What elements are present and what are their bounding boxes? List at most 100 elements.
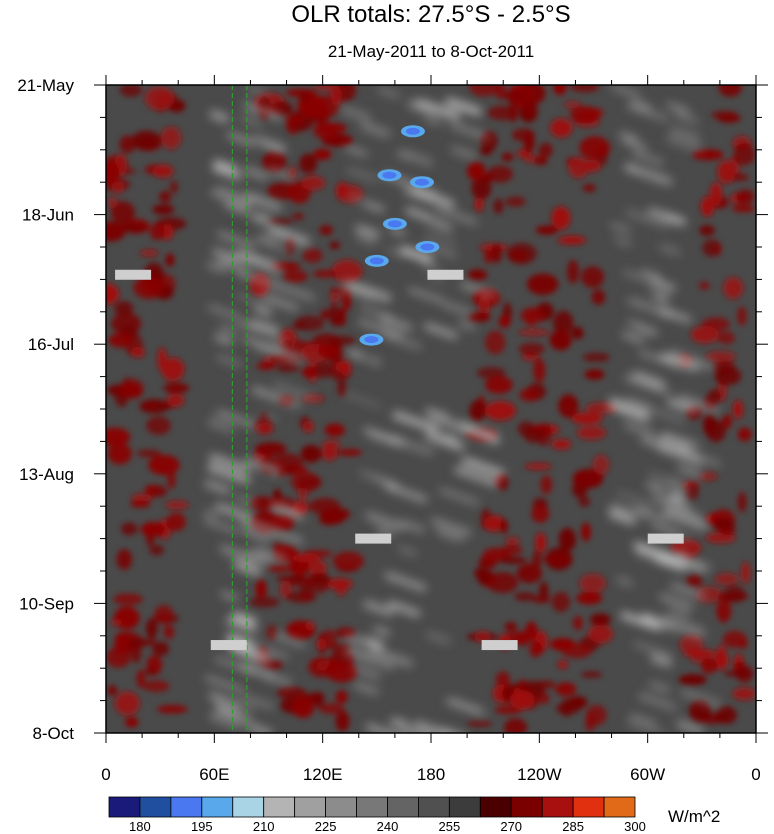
colorbar-box [479, 796, 512, 818]
convective-streak [236, 320, 270, 335]
warm-patch [268, 218, 294, 225]
warm-patch [556, 237, 586, 244]
convective-streak [344, 647, 377, 663]
warm-patch [739, 638, 748, 650]
marker-bars [115, 269, 684, 651]
convective-streak [425, 216, 446, 228]
convective-streak [273, 382, 316, 400]
warm-patch [141, 401, 163, 408]
warm-patch [502, 89, 528, 103]
warm-patch [154, 604, 174, 625]
warm-patch [120, 224, 147, 232]
warm-patch [558, 527, 576, 552]
convective-streak [345, 280, 392, 302]
warm-patch [701, 658, 718, 674]
cold-spot-inner [364, 336, 379, 344]
y-tick-label: 18-Jun [22, 206, 74, 225]
x-tick-label: 60W [630, 765, 665, 784]
warm-patch [163, 624, 175, 640]
chart-subtitle: 21-May-2011 to 8-Oct-2011 [328, 42, 534, 61]
convective-streak [365, 512, 405, 531]
convective-streak [680, 689, 722, 708]
marker-bar [115, 269, 152, 280]
convective-streak [253, 135, 281, 150]
convective-streak [272, 282, 315, 301]
convective-streak [633, 642, 672, 658]
convective-streak [428, 416, 462, 431]
warm-patch [551, 206, 571, 230]
warm-patch [330, 86, 342, 106]
warm-patch [731, 204, 755, 213]
y-axis: 21-May 18-Jun 16-Jul 13-Aug 10-Sep 8-Oct [17, 76, 768, 743]
warm-patch [262, 151, 287, 173]
warm-patch [313, 691, 324, 708]
convective-streak [375, 659, 395, 670]
convective-streak [376, 527, 394, 537]
warm-patch [525, 621, 538, 641]
convective-streak [210, 190, 251, 208]
warm-patch [159, 191, 172, 203]
convective-streak [622, 375, 655, 390]
warm-patch [110, 201, 135, 224]
warm-patch [514, 592, 536, 601]
colorbar-label: 270 [500, 819, 522, 834]
warm-patch [535, 225, 558, 235]
convective-streak [358, 319, 403, 339]
convective-streak [458, 321, 476, 330]
marker-bar [427, 269, 464, 280]
warm-patch [506, 242, 537, 265]
warm-patch [569, 106, 601, 123]
warm-patch [318, 511, 341, 526]
warm-patch [342, 289, 352, 311]
warm-patch [468, 312, 491, 322]
warm-patch [324, 423, 345, 437]
warm-patch [114, 631, 130, 655]
warm-patch [557, 660, 568, 669]
warm-patch [705, 532, 736, 544]
convective-streak [212, 248, 238, 262]
colorbar-label: 225 [315, 819, 337, 834]
warm-patch [526, 273, 559, 296]
convective-streak [363, 600, 395, 617]
warm-patch [334, 362, 349, 373]
convective-streak [626, 103, 669, 122]
y-tick-label: 10-Sep [19, 594, 74, 613]
convective-streak [641, 612, 659, 621]
convective-streak [347, 168, 378, 182]
warm-patch [723, 585, 746, 603]
convective-streak [372, 475, 399, 488]
convective-streak [408, 288, 445, 303]
warm-patch [553, 310, 574, 335]
warm-patch [169, 180, 178, 194]
convective-streak [411, 189, 455, 208]
warm-patch [249, 596, 280, 608]
warm-patch [311, 573, 331, 585]
warm-patch [166, 512, 186, 532]
convective-streak [258, 388, 302, 408]
convective-streak [623, 270, 656, 284]
warm-patch [551, 439, 572, 450]
warm-patch [501, 152, 514, 162]
warm-patch [499, 556, 527, 564]
convective-streak [445, 699, 487, 717]
convective-streak [659, 244, 681, 255]
convective-streak [650, 278, 676, 292]
convective-streak [256, 262, 283, 275]
warm-patch [297, 476, 322, 489]
warm-patch [495, 671, 511, 689]
warm-patch [497, 473, 509, 491]
warm-patch [120, 522, 138, 536]
convective-streak [348, 194, 365, 203]
convective-streak [270, 503, 304, 519]
warm-patch [591, 289, 606, 305]
colorbar-box [541, 796, 574, 818]
convective-streak [632, 371, 665, 388]
warm-patch [106, 427, 131, 447]
convective-streak [263, 294, 283, 306]
convective-streak [254, 547, 288, 563]
convective-streak [225, 619, 258, 633]
convective-streak [641, 614, 675, 630]
warm-patch [535, 157, 548, 166]
warm-patch [336, 449, 363, 456]
warm-patch [504, 718, 528, 733]
